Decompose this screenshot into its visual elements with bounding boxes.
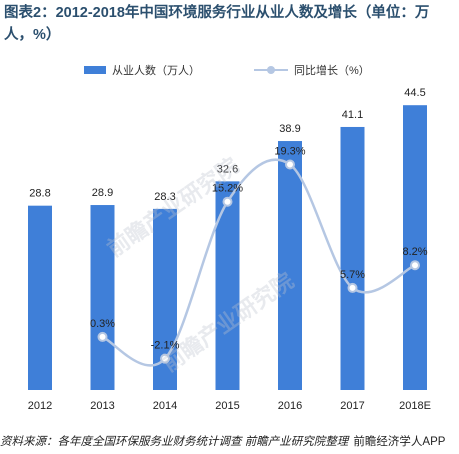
bar-value-label-2014: 28.3	[154, 191, 175, 203]
legend-line-label: 同比增长（%）	[294, 65, 370, 77]
growth-line-layer	[97, 158, 420, 367]
bar-value-label-2013: 28.9	[92, 187, 113, 199]
legend-line-swatch	[254, 65, 288, 75]
growth-value-label-2017: 5.7%	[340, 269, 365, 281]
bar-value-label-2017: 41.1	[342, 109, 363, 121]
growth-point-2014	[160, 353, 170, 364]
legend-item-line: 同比增长（%）	[254, 62, 370, 78]
growth-value-label-2013: 0.3%	[90, 318, 115, 330]
x-tick-label-2016: 2016	[278, 400, 302, 412]
growth-value-label-2014: -2.1%	[151, 340, 180, 352]
bar-value-label-2015: 32.6	[217, 163, 238, 175]
growth-value-label-2018E: 8.2%	[402, 246, 427, 258]
growth-value-label-2016: 19.3%	[274, 146, 305, 158]
legend-bar-label: 从业人数（万人）	[112, 65, 200, 77]
growth-point-2015	[222, 196, 233, 207]
x-tick-label-2013: 2013	[90, 400, 114, 412]
bar-value-label-2012: 28.8	[29, 188, 50, 200]
x-tick-label-2017: 2017	[340, 400, 364, 412]
x-tick-label-2012: 2012	[28, 400, 52, 412]
source-text: 资料来源：各年度全国环保服务业财务统计调查 前瞻产业研究院整理	[0, 436, 349, 448]
growth-point-2017	[347, 282, 358, 293]
x-tick-label-2018E: 2018E	[399, 400, 431, 412]
growth-line	[101, 158, 416, 367]
chart-legend: 从业人数（万人） 同比增长（%）	[0, 62, 459, 78]
legend-item-bar: 从业人数（万人）	[84, 62, 200, 78]
x-tick-label-2015: 2015	[215, 400, 239, 412]
labels-layer: 28.8 2012 28.9 2013 28.3 2014 32.6 2015 38.9 2016…	[28, 87, 431, 412]
growth-point-2018E	[410, 260, 420, 271]
bar-2012	[28, 205, 52, 390]
bar-2015	[215, 181, 240, 390]
bar-2017	[340, 126, 365, 391]
x-tick-label-2014: 2014	[153, 400, 177, 412]
bar-value-label-2016: 38.9	[279, 123, 300, 135]
legend-bar-swatch	[84, 66, 106, 74]
footer-brand: 前瞻经济学人APP	[353, 436, 446, 448]
source-note: 资料来源：各年度全国环保服务业财务统计调查 前瞻产业研究院整理 前瞻经济学人AP…	[0, 433, 459, 449]
growth-value-label-2015: 15.2%	[212, 183, 243, 195]
chart-title: 图表2：2012-2018年中国环境服务行业从业人数及增长（单位：万人，%）	[4, 5, 430, 43]
growth-point-2013	[97, 331, 108, 342]
bar-2013	[90, 205, 115, 390]
bar-2018E	[403, 105, 427, 390]
bar-value-label-2018E: 44.5	[404, 87, 425, 99]
bars-layer	[28, 105, 427, 391]
growth-point-2016	[285, 159, 295, 170]
bar-2016	[278, 141, 302, 390]
